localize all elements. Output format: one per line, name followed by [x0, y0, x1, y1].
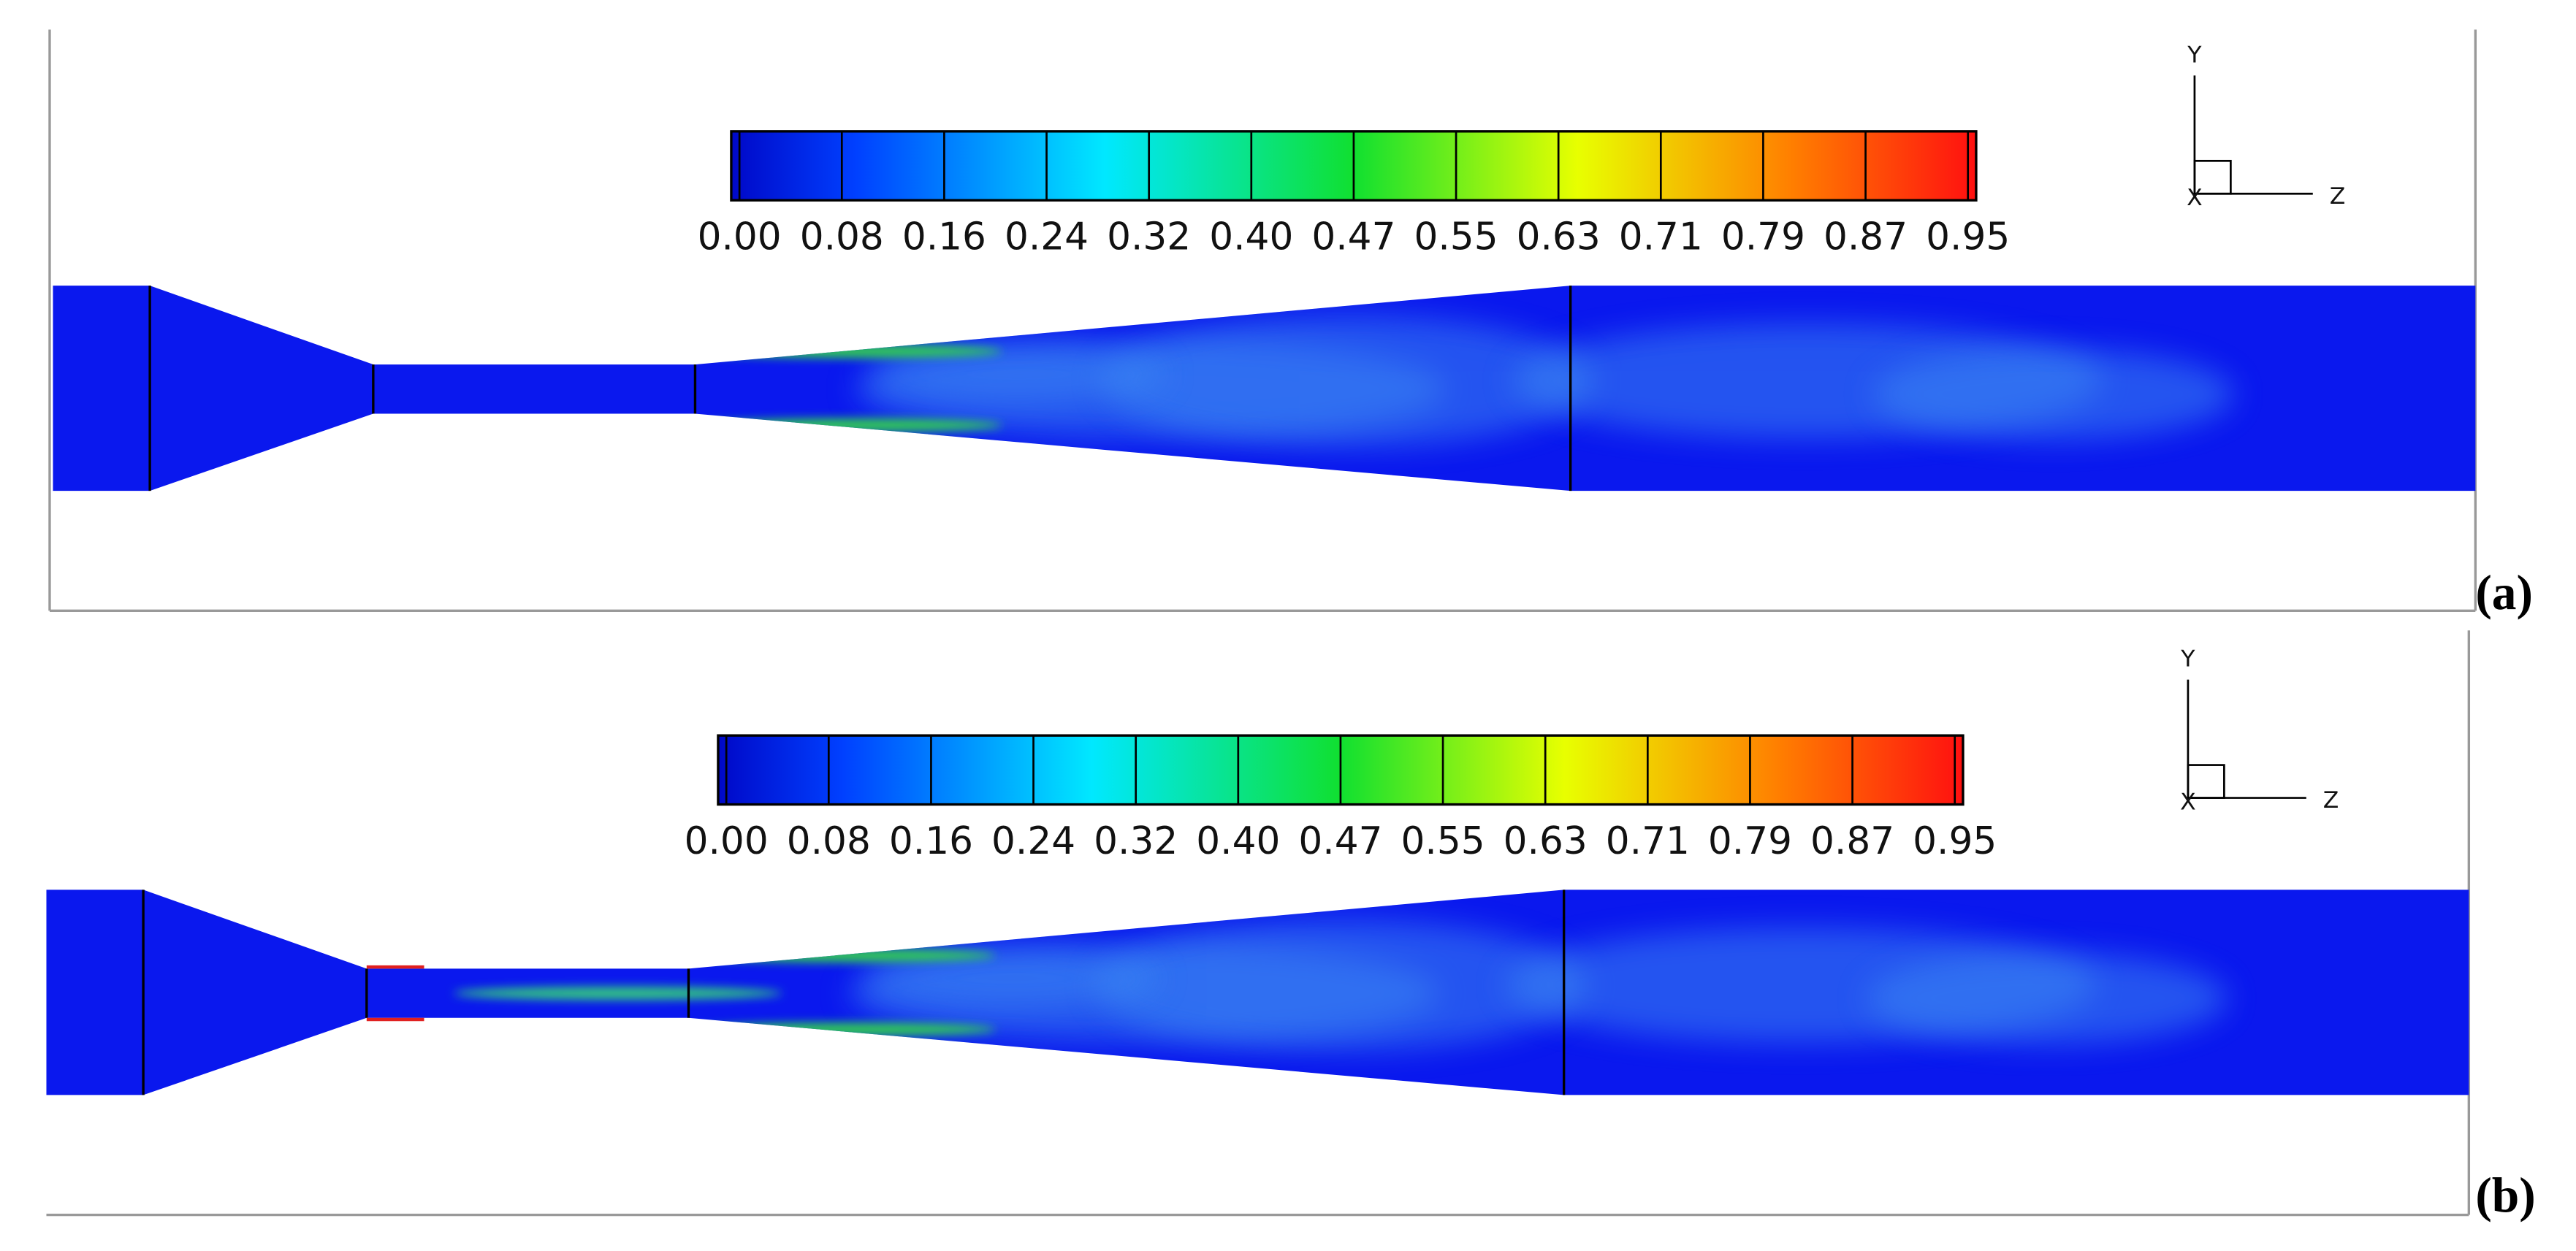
panel: 0.00 0.08 0.16 0.24 0.32 0.40 0.47 0.55 0.63 0.71…	[48, 29, 2533, 620]
mixing-region	[1866, 952, 2228, 1044]
colorbar-tick-label: 0.87	[1824, 215, 1908, 259]
colorbar-tick-label: 0.55	[1414, 215, 1498, 259]
axis-box	[2193, 159, 2232, 195]
panel: 0.00 0.08 0.16 0.24 0.32 0.40 0.47 0.55 0.63 0.71…	[46, 630, 2536, 1223]
colorbar-tick-label: 0.08	[787, 819, 871, 863]
mixing-region	[1100, 315, 1594, 447]
axis-label-x: X	[2187, 185, 2203, 211]
colorbar-tick-label: 0.24	[1005, 215, 1089, 259]
panel-label: (b)	[2475, 1168, 2535, 1223]
colorbar-tick-label: 0.63	[1504, 819, 1588, 863]
core-streak	[454, 987, 782, 1001]
colorbar-tick-label: 0.79	[1708, 819, 1792, 863]
colorbar-tick-label: 0.32	[1107, 215, 1191, 259]
axis-label-x: X	[2180, 789, 2196, 815]
jet-streak	[700, 1022, 996, 1036]
colorbar-tick-label: 0.87	[1810, 819, 1894, 863]
mixing-region	[1872, 348, 2234, 440]
colorbar-tick-label: 0.00	[685, 819, 769, 863]
colorbar-tick-label: 0.95	[1913, 819, 1997, 863]
colorbar-tick-label: 0.71	[1606, 819, 1690, 863]
axis-label-y: Y	[2187, 42, 2202, 68]
colorbar-tick-label: 0.00	[698, 215, 782, 259]
mixing-region	[864, 949, 1160, 1009]
colorbar-tick-label: 0.95	[1926, 215, 2010, 259]
axis-label-z: Z	[2323, 787, 2339, 814]
axis-label-z: Z	[2330, 183, 2346, 210]
colorbar-tick-label: 0.47	[1311, 215, 1395, 259]
colorbar-tick-label: 0.08	[800, 215, 884, 259]
colorbar-tick-label: 0.40	[1209, 215, 1293, 259]
jet-streak	[700, 949, 996, 963]
mixing-region	[871, 345, 1167, 405]
colorbar-tick-label: 0.63	[1517, 215, 1601, 259]
colorbar-tick-label: 0.24	[991, 819, 1075, 863]
colorbar-tick-label: 0.40	[1196, 819, 1280, 863]
jet-streak	[706, 418, 1002, 432]
colorbar-tick-label: 0.55	[1401, 819, 1485, 863]
jet-streak	[706, 345, 1002, 359]
colorbar-tick-label: 0.79	[1721, 215, 1805, 259]
colorbar-tick-label: 0.32	[1094, 819, 1178, 863]
colorbar-tick-label: 0.16	[902, 215, 986, 259]
contours	[706, 315, 2234, 447]
axis-label-y: Y	[2180, 646, 2195, 673]
colorbar-tick-label: 0.47	[1298, 819, 1382, 863]
contours	[454, 919, 2228, 1051]
panel-label: (a)	[2475, 565, 2533, 620]
mixing-region	[1094, 919, 1588, 1051]
axis-box	[2187, 764, 2225, 799]
colorbar-tick-label: 0.16	[889, 819, 973, 863]
colorbar-tick-label: 0.71	[1619, 215, 1703, 259]
